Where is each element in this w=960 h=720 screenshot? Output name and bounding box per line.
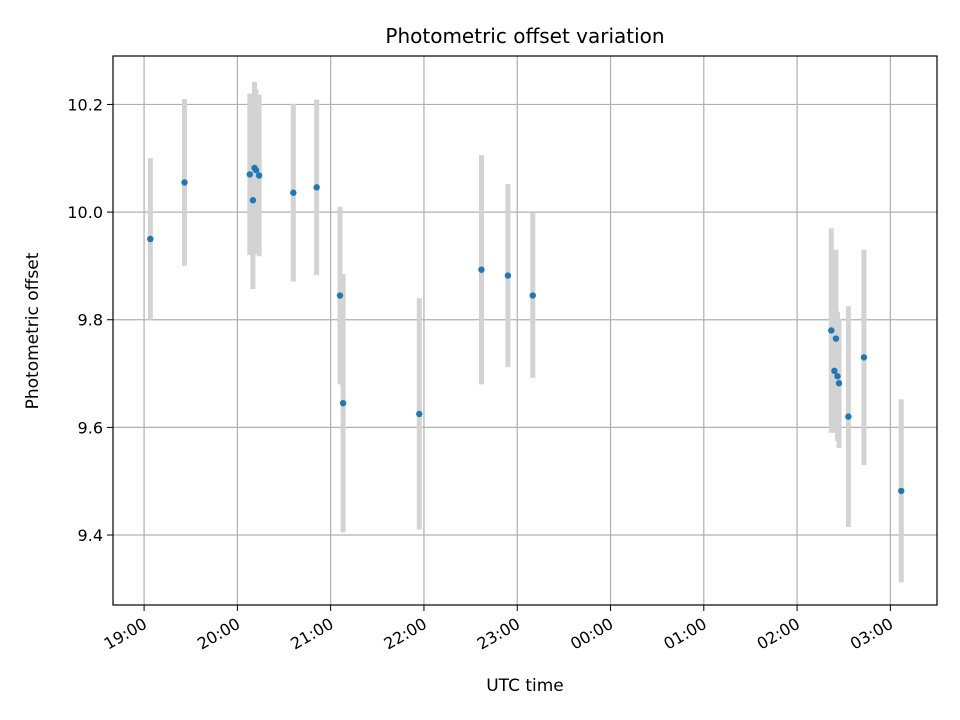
axes-frame (112, 55, 938, 606)
data-point (255, 172, 263, 179)
data-point (832, 335, 840, 342)
data-point (831, 367, 838, 375)
data-point (336, 292, 344, 299)
data-point (898, 487, 905, 495)
data-point (834, 373, 841, 380)
y-tick-label: 10.2 (67, 95, 103, 114)
data-point (845, 413, 852, 420)
data-point (835, 380, 843, 387)
data-point (181, 179, 188, 186)
data-point (339, 399, 347, 407)
data-point (249, 197, 257, 204)
data-point (246, 171, 254, 178)
data-point (504, 272, 512, 279)
y-tick-label: 10.0 (67, 203, 103, 222)
data-point (252, 166, 260, 174)
chart-title: Photometric offset variation (385, 24, 664, 48)
y-tick-label: 9.6 (78, 418, 103, 437)
data-point (313, 184, 320, 191)
data-point (290, 189, 297, 196)
data-point (860, 354, 868, 361)
x-axis-label: UTC time (486, 676, 564, 696)
data-point (529, 292, 536, 299)
data-point (147, 235, 154, 243)
data-point (416, 410, 423, 418)
data-point (478, 266, 485, 273)
y-tick-label: 9.8 (78, 311, 103, 330)
y-axis-label: Photometric offset (23, 252, 43, 409)
data-point (828, 327, 835, 334)
y-tick-label: 9.4 (78, 526, 103, 545)
